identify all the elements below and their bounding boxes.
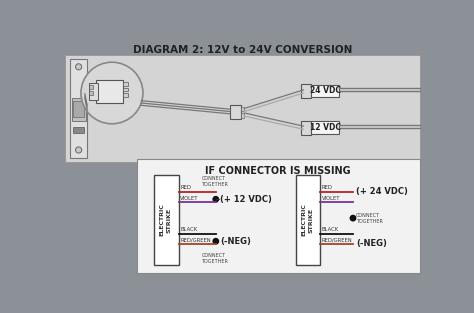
Text: VIOLET: VIOLET: [322, 196, 340, 201]
Bar: [73, 101, 84, 117]
Text: ELECTRIC: ELECTRIC: [301, 204, 307, 237]
Text: 12 VDC: 12 VDC: [310, 123, 341, 132]
Text: RED: RED: [322, 185, 333, 190]
Bar: [296, 175, 320, 265]
Bar: [137, 159, 419, 273]
Circle shape: [75, 64, 82, 70]
Text: CONNECT
TOGETHER: CONNECT TOGETHER: [201, 253, 228, 264]
Circle shape: [213, 239, 219, 244]
Text: 24 VDC: 24 VDC: [310, 86, 341, 95]
Bar: [311, 121, 339, 134]
Bar: [89, 85, 92, 89]
Text: DIAGRAM 2: 12V to 24V CONVERSION: DIAGRAM 2: 12V to 24V CONVERSION: [133, 45, 353, 55]
Circle shape: [75, 147, 82, 153]
Text: (-NEG): (-NEG): [220, 237, 251, 246]
Text: (+ 24 VDC): (+ 24 VDC): [356, 187, 408, 196]
Circle shape: [213, 197, 219, 202]
Bar: [89, 91, 92, 95]
Bar: [123, 93, 128, 97]
Circle shape: [81, 62, 143, 124]
Circle shape: [350, 215, 356, 221]
Bar: [65, 54, 420, 162]
Text: ELECTRIC: ELECTRIC: [160, 204, 165, 237]
Bar: [311, 85, 339, 97]
Bar: [123, 82, 128, 86]
Text: STRIKE: STRIKE: [309, 208, 314, 233]
Bar: [301, 84, 311, 98]
Bar: [154, 175, 179, 265]
Text: CONNECT
TOGETHER: CONNECT TOGETHER: [201, 176, 228, 187]
Bar: [72, 98, 86, 121]
Text: STRIKE: STRIKE: [167, 208, 172, 233]
Bar: [301, 121, 311, 135]
Bar: [73, 127, 84, 133]
Text: RED/GREEN: RED/GREEN: [180, 237, 211, 242]
Bar: [230, 105, 241, 119]
Text: VIOLET: VIOLET: [180, 196, 199, 201]
Bar: [89, 83, 98, 100]
Bar: [96, 80, 123, 103]
Bar: [241, 107, 245, 111]
Text: (+ 12 VDC): (+ 12 VDC): [220, 195, 273, 204]
Text: BLACK: BLACK: [322, 227, 339, 232]
Bar: [123, 88, 128, 91]
Bar: [70, 59, 87, 158]
Bar: [241, 113, 245, 118]
Text: IF CONNECTOR IS MISSING: IF CONNECTOR IS MISSING: [205, 166, 351, 176]
Text: RED: RED: [180, 185, 191, 190]
Text: CONNECT
TOGETHER: CONNECT TOGETHER: [356, 213, 383, 223]
Text: RED/GREEN: RED/GREEN: [322, 237, 353, 242]
Text: BLACK: BLACK: [180, 227, 197, 232]
Text: (-NEG): (-NEG): [356, 239, 387, 248]
